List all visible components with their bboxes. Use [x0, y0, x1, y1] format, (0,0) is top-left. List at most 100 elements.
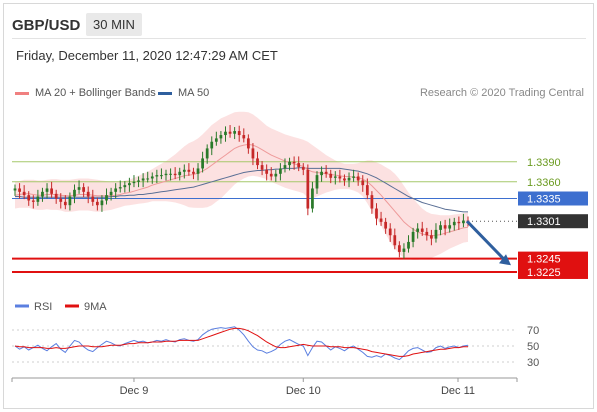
rsi-ma-line [14, 327, 468, 357]
candle-body [333, 176, 337, 178]
x-tick-label-Dec-9: Dec 9 [120, 385, 149, 397]
rsi-tick-70: 70 [527, 325, 539, 337]
candle-body [329, 173, 333, 178]
candle-body [297, 163, 301, 168]
candle-body [45, 188, 49, 192]
candle-body [370, 195, 374, 209]
candle-body [375, 208, 378, 219]
candle-body [128, 183, 131, 186]
candle-body [169, 173, 172, 175]
candle-body [118, 187, 122, 189]
candle-body [137, 180, 140, 182]
candle-body [356, 176, 360, 181]
candle-body [411, 231, 415, 242]
candle-body [274, 173, 278, 177]
level-label-1.3335: 1.3335 [527, 194, 561, 206]
candle-body [219, 135, 223, 139]
candle-body [283, 165, 287, 169]
symbol-title: GBP/USD [12, 17, 81, 34]
candle-body [246, 138, 250, 149]
forecast-arrow [465, 220, 507, 262]
candle-body [256, 158, 259, 166]
candle-body [457, 221, 461, 224]
candle-body [260, 165, 264, 170]
candle-body [233, 131, 237, 134]
candle-body [164, 173, 168, 176]
candle-body [301, 167, 305, 170]
candle-body [251, 148, 255, 159]
rsi-line [14, 326, 469, 361]
candle-body [114, 188, 118, 192]
ma50-label: MA 50 [178, 87, 210, 99]
candle-body [155, 175, 159, 177]
candle-body [205, 148, 209, 159]
candle-body [439, 225, 442, 230]
candle-body [269, 173, 273, 177]
level-tag-1.3335 [518, 191, 588, 206]
candle-body [105, 195, 108, 201]
candle-body [430, 235, 433, 239]
level-label-1.3245: 1.3245 [527, 254, 561, 266]
candle-body [41, 191, 44, 197]
candle-body [123, 185, 127, 188]
candle-body [27, 195, 31, 201]
level-tag-1.3225 [518, 264, 588, 279]
level-tag-1.3301 [518, 214, 588, 229]
candle-body [379, 218, 383, 222]
candle-body [228, 131, 232, 134]
candle-body [237, 131, 241, 136]
candle-body [18, 188, 21, 192]
candle-body [425, 231, 429, 236]
candle-body [173, 173, 177, 176]
rsi-tick-50: 50 [527, 341, 539, 353]
candle-body [50, 188, 53, 194]
candle-body [91, 196, 95, 202]
x-tick-label-Dec-10: Dec 10 [286, 385, 321, 397]
candle-body [352, 176, 355, 178]
legend-ma50: MA 50 [158, 87, 209, 99]
timeframe-badge[interactable]: 30 MIN [86, 13, 142, 36]
rsi-tick-30: 30 [527, 357, 539, 369]
ma50-swatch [158, 91, 172, 95]
candle-body [150, 176, 154, 179]
candle-body [288, 161, 291, 166]
header-divider [12, 38, 586, 39]
candle-body [407, 241, 410, 249]
candle-body [36, 196, 40, 202]
candle-body [324, 171, 328, 174]
candle-body [397, 245, 401, 252]
ma50-line [15, 167, 468, 213]
candle-body [361, 180, 365, 186]
candle-body [224, 131, 227, 136]
research-credit: Research © 2020 Trading Central [419, 87, 584, 99]
candle-body [192, 171, 195, 174]
candle-body [443, 225, 447, 229]
ma20-line [14, 143, 469, 237]
candle-body [95, 201, 99, 206]
candle-body [434, 229, 438, 239]
candle-body [77, 187, 81, 190]
candle-body [178, 171, 182, 176]
candle-body [68, 196, 72, 206]
candle-body [388, 228, 392, 236]
candle-body [311, 188, 314, 209]
level-label-1.3301: 1.3301 [527, 216, 561, 228]
rsi-legend-label: RSI [34, 301, 52, 313]
candle-body [365, 185, 369, 196]
candle-body [86, 191, 90, 197]
candle-body [160, 175, 163, 177]
candle-body [63, 201, 67, 206]
candle-body [182, 169, 186, 172]
candle-body [187, 169, 191, 172]
legend-ma20: MA 20 + Bollinger Bands [15, 87, 156, 99]
candle-body [420, 228, 424, 232]
candle-body [100, 200, 104, 206]
level-label-1.3390: 1.3390 [527, 157, 561, 169]
forecast-arrow-head [499, 254, 511, 266]
candle-body [279, 168, 282, 174]
candle-body [416, 228, 420, 232]
ma20-label: MA 20 + Bollinger Bands [35, 87, 156, 99]
candle-body [141, 178, 145, 181]
candle-body [210, 141, 214, 149]
